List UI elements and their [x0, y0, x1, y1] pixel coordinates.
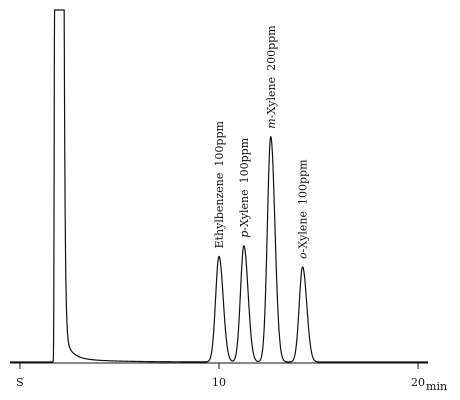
peak-label: p-Xylene 100ppm [238, 137, 251, 238]
x-tick-label: 10 [212, 376, 226, 389]
peak-label: Ethylbenzene 100ppm [213, 121, 226, 249]
x-axis-ticks: S 10 20 min [16, 363, 447, 393]
peak-label-concentration: 200ppm [265, 25, 278, 71]
peak-labels: Ethylbenzene100ppmp-Xylene100ppmm-Xylene… [213, 25, 310, 259]
peak-label-name: Xylene [265, 77, 278, 115]
peak-label-prefix: m- [265, 114, 278, 128]
x-axis-unit: min [426, 380, 447, 393]
peak-label: m-Xylene 200ppm [265, 25, 278, 129]
chromatogram-trace [9, 9, 429, 363]
peak-label-name: Xylene [297, 211, 310, 249]
x-tick-label: S [16, 376, 24, 389]
peak-label-concentration: 100ppm [297, 159, 310, 205]
peak-label: o-Xylene 100ppm [297, 159, 310, 259]
peak-label-concentration: 100ppm [213, 121, 226, 167]
peak-label-name: Xylene [238, 189, 251, 227]
peak-label-name: Ethylbenzene [213, 173, 226, 249]
peak-label-prefix: p- [238, 227, 251, 238]
peak-label-concentration: 100ppm [238, 137, 251, 183]
peak-label-prefix: o- [297, 248, 310, 259]
x-tick-label: 20 [411, 376, 425, 389]
